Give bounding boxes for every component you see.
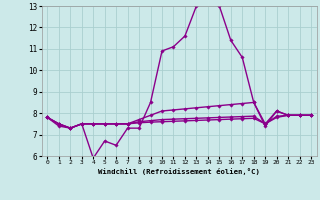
X-axis label: Windchill (Refroidissement éolien,°C): Windchill (Refroidissement éolien,°C): [98, 168, 260, 175]
